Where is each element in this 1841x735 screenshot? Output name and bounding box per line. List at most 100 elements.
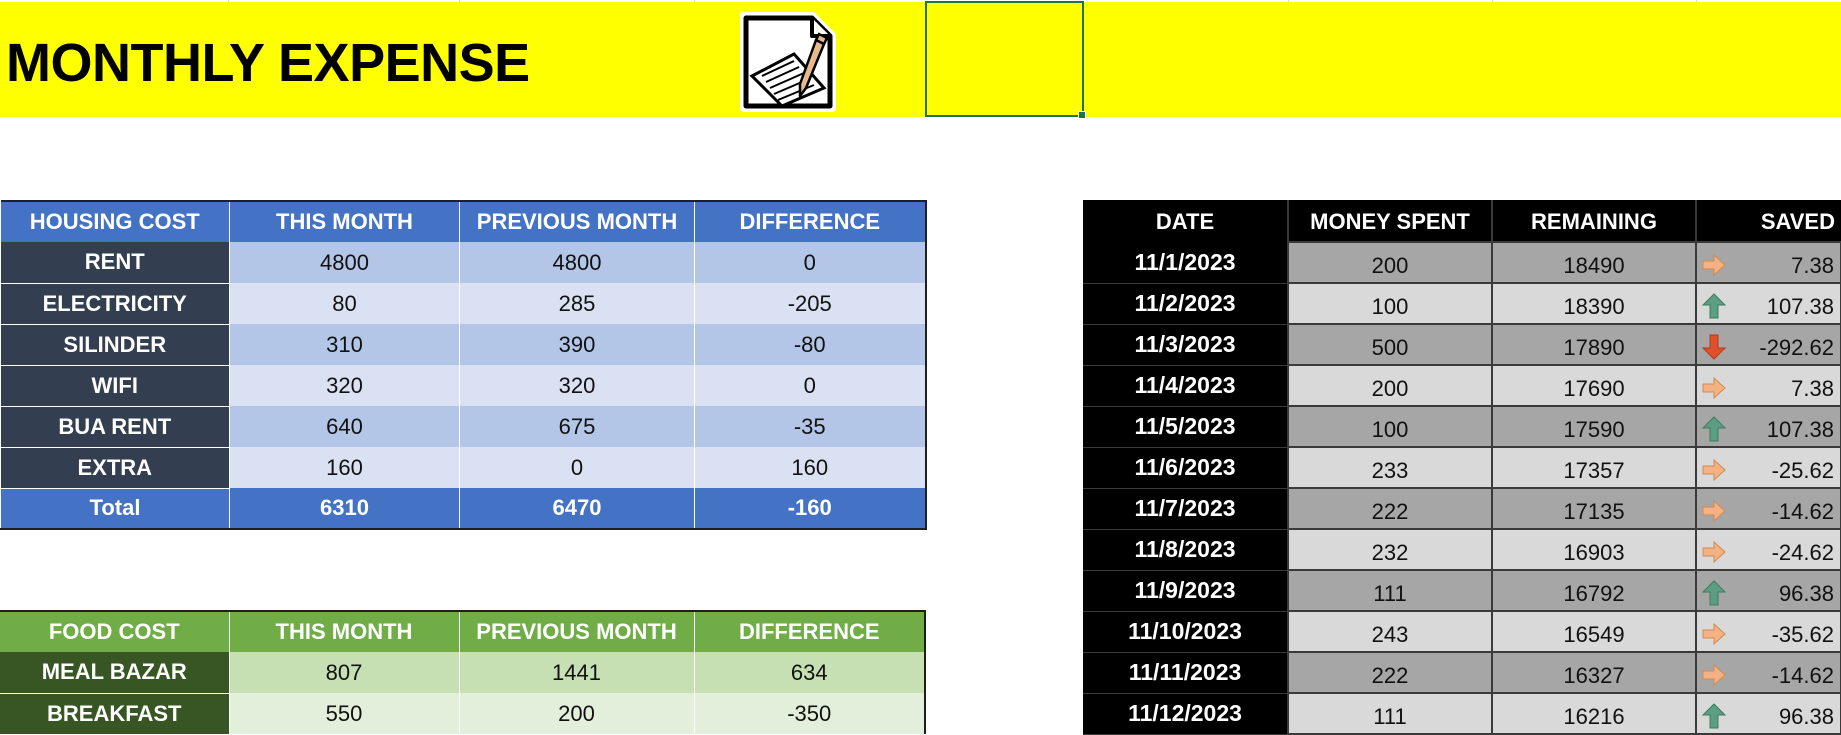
money-spent-cell[interactable]: 243: [1287, 610, 1493, 653]
row-label[interactable]: SILINDER: [0, 324, 230, 366]
date-cell[interactable]: 11/7/2023: [1083, 488, 1288, 530]
cell-difference[interactable]: -35: [694, 406, 926, 447]
date-cell[interactable]: 11/3/2023: [1083, 324, 1288, 366]
remaining-cell[interactable]: 16216: [1491, 692, 1697, 735]
remaining-cell[interactable]: 17590: [1491, 405, 1697, 448]
cell-previous-month[interactable]: 1441: [458, 652, 694, 693]
saved-cell[interactable]: -14.62: [1695, 651, 1841, 694]
row-label[interactable]: MEAL BAZAR: [0, 652, 229, 694]
total-difference[interactable]: -160: [694, 488, 926, 530]
remaining-cell[interactable]: 16903: [1491, 528, 1697, 571]
money-spent-cell[interactable]: 500: [1287, 323, 1493, 366]
row-label[interactable]: BUA RENT: [0, 406, 230, 448]
cell-previous-month[interactable]: 320: [459, 365, 695, 406]
date-cell[interactable]: 11/2/2023: [1083, 283, 1288, 325]
selected-cell[interactable]: [925, 1, 1086, 119]
cell-previous-month[interactable]: 4800: [459, 242, 695, 283]
date-cell[interactable]: 11/12/2023: [1083, 693, 1288, 735]
column-header[interactable]: SAVED: [1695, 201, 1841, 242]
cell-this-month[interactable]: 640: [229, 406, 460, 447]
cell-this-month[interactable]: 807: [228, 652, 459, 693]
money-spent-cell[interactable]: 111: [1287, 569, 1493, 612]
fill-handle[interactable]: [1078, 111, 1086, 119]
column-header[interactable]: MONEY SPENT: [1287, 201, 1492, 242]
remaining-cell[interactable]: 18490: [1491, 241, 1697, 284]
saved-cell[interactable]: -24.62: [1695, 528, 1841, 571]
saved-cell[interactable]: 107.38: [1695, 405, 1841, 448]
date-cell[interactable]: 11/10/2023: [1083, 611, 1288, 653]
money-spent-cell[interactable]: 200: [1287, 364, 1493, 407]
saved-cell[interactable]: 7.38: [1695, 364, 1841, 407]
saved-cell[interactable]: -35.62: [1695, 610, 1841, 653]
total-this-month[interactable]: 6310: [229, 488, 460, 530]
remaining-cell[interactable]: 16792: [1491, 569, 1697, 612]
column-header[interactable]: DIFFERENCE: [694, 201, 926, 242]
cell-this-month[interactable]: 550: [228, 693, 459, 734]
saved-cell[interactable]: -14.62: [1695, 487, 1841, 530]
saved-cell[interactable]: 107.38: [1695, 282, 1841, 325]
total-label[interactable]: Total: [0, 488, 230, 530]
money-spent-cell[interactable]: 100: [1287, 282, 1493, 325]
column-header[interactable]: PREVIOUS MONTH: [459, 201, 695, 242]
date-cell[interactable]: 11/4/2023: [1083, 365, 1288, 407]
column-header[interactable]: FOOD COST: [0, 611, 230, 652]
date-cell[interactable]: 11/11/2023: [1083, 652, 1288, 694]
date-cell[interactable]: 11/6/2023: [1083, 447, 1288, 489]
money-spent-cell[interactable]: 222: [1287, 487, 1493, 530]
total-previous-month[interactable]: 6470: [459, 488, 695, 530]
money-spent-cell[interactable]: 232: [1287, 528, 1493, 571]
cell-previous-month[interactable]: 200: [458, 693, 694, 734]
cell-difference[interactable]: -80: [694, 324, 926, 365]
row-label[interactable]: EXTRA: [0, 447, 230, 489]
cell-difference[interactable]: -350: [693, 693, 925, 734]
column-header[interactable]: DATE: [1083, 201, 1288, 242]
cell-difference[interactable]: 634: [693, 652, 925, 693]
money-spent-cell[interactable]: 100: [1287, 405, 1493, 448]
saved-cell[interactable]: 96.38: [1695, 569, 1841, 612]
row-label[interactable]: BREAKFAST: [0, 693, 229, 735]
money-spent-cell[interactable]: 222: [1287, 651, 1493, 694]
cell-this-month[interactable]: 80: [229, 283, 460, 324]
money-spent-cell[interactable]: 233: [1287, 446, 1493, 489]
table-row: BUA RENT 640 675 -35: [0, 406, 926, 448]
row-label[interactable]: WIFI: [0, 365, 230, 407]
cell-this-month[interactable]: 320: [229, 365, 460, 406]
column-header[interactable]: THIS MONTH: [229, 611, 460, 652]
remaining-cell[interactable]: 17135: [1491, 487, 1697, 530]
cell-difference[interactable]: -205: [694, 283, 926, 324]
column-header[interactable]: PREVIOUS MONTH: [459, 611, 695, 652]
cell-difference[interactable]: 0: [694, 242, 926, 283]
document-pencil-icon[interactable]: [736, 10, 842, 116]
remaining-cell[interactable]: 17357: [1491, 446, 1697, 489]
cell-difference[interactable]: 160: [694, 447, 926, 488]
cell-previous-month[interactable]: 285: [459, 283, 695, 324]
date-cell[interactable]: 11/9/2023: [1083, 570, 1288, 612]
row-label[interactable]: RENT: [0, 242, 230, 284]
cell-previous-month[interactable]: 675: [459, 406, 695, 447]
remaining-cell[interactable]: 17890: [1491, 323, 1697, 366]
money-spent-cell[interactable]: 111: [1287, 692, 1493, 735]
cell-previous-month[interactable]: 390: [459, 324, 695, 365]
column-header[interactable]: THIS MONTH: [229, 201, 460, 242]
cell-this-month[interactable]: 160: [229, 447, 460, 488]
row-label[interactable]: ELECTRICITY: [0, 283, 230, 325]
cell-this-month[interactable]: 4800: [229, 242, 460, 283]
money-spent-cell[interactable]: 200: [1287, 241, 1493, 284]
column-header[interactable]: DIFFERENCE: [694, 611, 926, 652]
remaining-cell[interactable]: 16327: [1491, 651, 1697, 694]
saved-cell[interactable]: 7.38: [1695, 241, 1841, 284]
column-header[interactable]: HOUSING COST: [0, 201, 230, 242]
remaining-cell[interactable]: 16549: [1491, 610, 1697, 653]
saved-cell[interactable]: 96.38: [1695, 692, 1841, 735]
cell-this-month[interactable]: 310: [229, 324, 460, 365]
cell-difference[interactable]: 0: [694, 365, 926, 406]
saved-cell[interactable]: -25.62: [1695, 446, 1841, 489]
date-cell[interactable]: 11/1/2023: [1083, 242, 1288, 284]
date-cell[interactable]: 11/5/2023: [1083, 406, 1288, 448]
remaining-cell[interactable]: 17690: [1491, 364, 1697, 407]
saved-cell[interactable]: -292.62: [1695, 323, 1841, 366]
date-cell[interactable]: 11/8/2023: [1083, 529, 1288, 571]
remaining-cell[interactable]: 18390: [1491, 282, 1697, 325]
column-header[interactable]: REMAINING: [1491, 201, 1696, 242]
cell-previous-month[interactable]: 0: [459, 447, 695, 488]
